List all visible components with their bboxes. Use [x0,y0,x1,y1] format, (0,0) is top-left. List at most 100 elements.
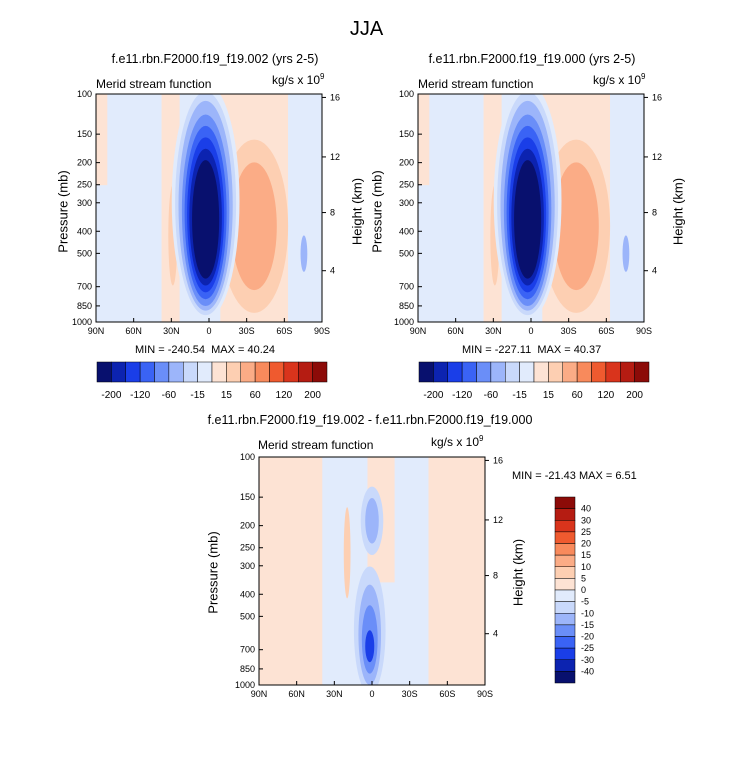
colorbar-box [254,361,270,383]
panel-1-ytick-label: 400 [77,226,92,236]
colorbar-box [125,361,141,383]
panel-1-ytick-label: 300 [77,198,92,208]
panel-3-ytick-label: 1000 [235,680,255,690]
panel-3-units: kg/s x 109 [431,434,484,450]
panel-1-title: f.e11.rbn.F2000.f19_f19.002 (yrs 2-5) [111,52,319,66]
panel-2-ytick-label: 500 [399,248,414,258]
page-title: JJA [349,18,384,40]
colorbar-box [298,361,313,383]
colorbar-box [554,601,576,614]
panel-1-xtick-label: 30S [239,326,255,336]
colorbar-label: -15 [581,620,594,630]
colorbar-box [554,566,576,579]
panel-3-ytick-label: 100 [240,452,255,462]
panel-2-htick-label: 8 [652,208,657,218]
panel-3-xtick-label: 30S [402,689,418,699]
colorbar-label: 60 [572,390,584,401]
panel-3-htick-label: 8 [493,571,498,581]
pos-contour [553,162,599,291]
colorbar-box [554,520,576,533]
field-band [418,94,430,186]
panel-3-ytick-label: 200 [240,521,255,531]
colorbar-box [312,361,328,383]
colorbar-label: -30 [581,655,594,665]
panel-3-minmax: MIN = -21.43 MAX = 6.51 [512,470,637,482]
colorbar-label: 10 [581,562,591,572]
neg-contour [192,160,220,279]
panel-2-ytick-label: 1000 [394,317,414,327]
colorbar-box [418,361,434,383]
colorbar-label: 40 [581,504,591,514]
panel-3-htick-label: 16 [493,455,503,465]
panel-1-ytick-label: 500 [77,248,92,258]
colorbar-label: -120 [452,390,472,401]
colorbar-box [283,361,299,383]
colorbar-label: 200 [304,390,321,401]
colorbar-box [461,361,477,383]
colorbar-box [554,496,576,509]
panel-1-xtick-label: 90N [88,326,105,336]
panel-3-xtick-label: 0 [369,689,374,699]
panel-2-htick-label: 16 [652,92,662,102]
colorbar-box [620,361,635,383]
field-band [259,457,323,685]
panel-2-ytick-label: 850 [399,301,414,311]
colorbar-box [476,361,492,383]
panel-3-xtick-label: 90N [251,689,268,699]
colorbar-label: -200 [423,390,443,401]
panel-3-xtick-label: 60S [439,689,455,699]
colorbar-box [554,554,576,567]
panel-1-ytick-label: 250 [77,180,92,190]
panel-2-minmax: MIN = -227.11 MAX = 40.37 [462,344,602,356]
panel-3-ytick-label: 400 [240,589,255,599]
panel-2-plot: 100 150 200 250 300 400 500 700 850 1000 16 12 8 4 90N… [394,89,662,336]
colorbar-box [554,671,576,684]
colorbar-box [562,361,578,383]
colorbar-box [554,659,576,672]
colorbar-box [533,361,549,383]
colorbar-box [554,613,576,626]
colorbar-label: -5 [581,597,589,607]
colorbar-box [154,361,170,383]
panel-2-xtick-label: 60N [447,326,464,336]
panel-3-ytick-label: 500 [240,611,255,621]
panel-1-htick-label: 16 [330,92,340,102]
panel-1-ytick-label: 1000 [72,317,92,327]
colorbar-label: 120 [598,390,615,401]
colorbar-box [634,361,650,383]
panel-1-xtick-label: 30N [163,326,180,336]
panel-3-title: f.e11.rbn.F2000.f19_f19.002 - f.e11.rbn.… [207,413,533,427]
panel-2-xtick-label: 30N [485,326,502,336]
colorbar-label: -15 [190,390,205,401]
panel-1-ytick-label: 700 [77,282,92,292]
panel-2-title: f.e11.rbn.F2000.f19_f19.000 (yrs 2-5) [428,52,636,66]
panel-2-ytick-label: 100 [399,89,414,99]
colorbar-box [96,361,112,383]
panel-2-ytick-label: 700 [399,282,414,292]
colorbar-box [554,531,576,544]
field-band [428,457,485,685]
colorbar-label: -10 [581,608,594,618]
panel-2-ytick-label: 150 [399,129,414,139]
panel-2-colorbar: -200 -120 -60 -15 15 60 120 200 [418,361,650,401]
colorbar-box [554,589,576,602]
colorbar-box [168,361,184,383]
colorbar-label: 60 [250,390,262,401]
colorbar-label: -25 [581,643,594,653]
colorbar-box [269,361,285,383]
panel-1-ytick-label: 850 [77,301,92,311]
panel-2-ytick-label: 400 [399,226,414,236]
panel-1-xtick-label: 0 [206,326,211,336]
panel-3-xtick-label: 60N [288,689,305,699]
colorbar-label: 30 [581,515,591,525]
colorbar-box [139,361,155,383]
colorbar-label: 15 [543,390,555,401]
colorbar-box [447,361,463,383]
colorbar-label: 15 [221,390,233,401]
colorbar-box [554,508,576,521]
panel-3-left-string: Merid stream function [258,438,374,452]
panel-1-minmax: MIN = -240.54 MAX = 40.24 [135,344,276,356]
panel-3-ytick-label: 150 [240,492,255,502]
colorbar-label: -60 [162,390,177,401]
colorbar-label: 20 [581,539,591,549]
